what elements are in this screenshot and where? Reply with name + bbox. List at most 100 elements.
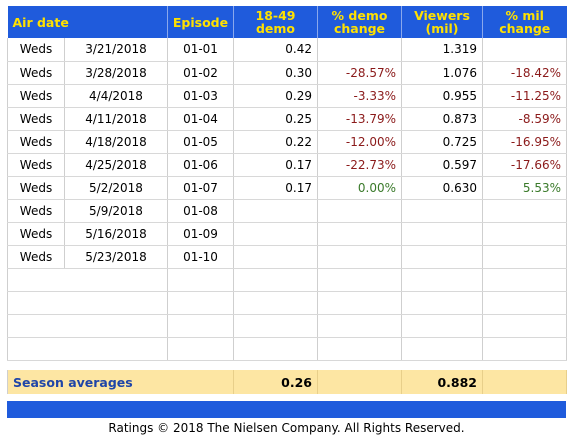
- header-demo-change: % demo change: [317, 6, 402, 38]
- empty-cell: [317, 337, 402, 361]
- cell-viewers: 0.725: [401, 130, 483, 154]
- cell-date: 4/4/2018: [64, 84, 168, 108]
- table-row: Weds 3/28/2018 01-02 0.30 -28.57% 1.076 -18.42…: [7, 61, 567, 85]
- header-episode: Episode: [167, 6, 234, 38]
- cell-demo: [233, 222, 318, 246]
- cell-demo-change: -12.00%: [317, 130, 402, 154]
- empty-row: [7, 291, 567, 315]
- empty-cell: [233, 291, 318, 315]
- empty-cell: [233, 314, 318, 338]
- cell-viewers: 0.597: [401, 153, 483, 177]
- cell-episode: 01-03: [167, 84, 234, 108]
- table-row: Weds 5/2/2018 01-07 0.17 0.00% 0.630 5.53%: [7, 176, 567, 200]
- cell-demo-change: [317, 199, 402, 223]
- cell-date: 5/16/2018: [64, 222, 168, 246]
- cell-episode: 01-01: [167, 38, 234, 62]
- cell-demo: [233, 199, 318, 223]
- cell-viewers: 0.873: [401, 107, 483, 131]
- season-averages-empty: [317, 370, 402, 394]
- cell-mil-change: 5.53%: [482, 176, 567, 200]
- empty-cell: [482, 291, 567, 315]
- cell-episode: 01-04: [167, 107, 234, 131]
- empty-cell: [482, 268, 567, 292]
- table-row: Weds 3/21/2018 01-01 0.42 1.319: [7, 38, 567, 62]
- header-mil-change: % mil change: [482, 6, 567, 38]
- cell-viewers: [401, 222, 483, 246]
- spacer-cell: [8, 360, 567, 370]
- spacer-row: [8, 360, 567, 370]
- cell-demo: 0.30: [233, 61, 318, 85]
- header-demo: 18-49 demo: [233, 6, 318, 38]
- header-viewers: Viewers (mil): [401, 6, 483, 38]
- empty-cell: [7, 314, 168, 338]
- cell-viewers: [401, 199, 483, 223]
- season-averages-demo: 0.26: [233, 370, 318, 394]
- table-body: Weds 3/21/2018 01-01 0.42 1.319 Weds 3/28/2018…: [7, 38, 567, 394]
- cell-demo: 0.22: [233, 130, 318, 154]
- season-averages-row: Season averages 0.26 0.882: [7, 370, 567, 394]
- cell-viewers: 1.076: [401, 61, 483, 85]
- ratings-table-container: Air date Episode 18-49 demo % demo chang…: [7, 6, 567, 435]
- cell-mil-change: -16.95%: [482, 130, 567, 154]
- cell-demo-change: [317, 38, 402, 62]
- cell-date: 4/25/2018: [64, 153, 168, 177]
- cell-episode: 01-05: [167, 130, 234, 154]
- cell-day: Weds: [7, 176, 65, 200]
- cell-viewers: 0.955: [401, 84, 483, 108]
- cell-viewers: [401, 245, 483, 269]
- empty-cell: [7, 291, 168, 315]
- empty-cell: [167, 314, 234, 338]
- cell-demo: [233, 245, 318, 269]
- cell-mil-change: -18.42%: [482, 61, 567, 85]
- empty-row: [7, 268, 567, 292]
- cell-day: Weds: [7, 61, 65, 85]
- empty-cell: [7, 337, 168, 361]
- cell-demo-change: [317, 222, 402, 246]
- cell-demo: 0.17: [233, 153, 318, 177]
- empty-cell: [167, 268, 234, 292]
- cell-episode: 01-02: [167, 61, 234, 85]
- cell-mil-change: [482, 38, 567, 62]
- cell-date: 3/21/2018: [64, 38, 168, 62]
- season-averages-empty: [482, 370, 567, 394]
- cell-demo-change: -28.57%: [317, 61, 402, 85]
- cell-demo: 0.17: [233, 176, 318, 200]
- empty-cell: [482, 314, 567, 338]
- empty-cell: [233, 268, 318, 292]
- cell-episode: 01-10: [167, 245, 234, 269]
- cell-episode: 01-09: [167, 222, 234, 246]
- cell-demo-change: 0.00%: [317, 176, 402, 200]
- season-averages-viewers: 0.882: [401, 370, 483, 394]
- empty-cell: [401, 291, 483, 315]
- cell-demo-change: -13.79%: [317, 107, 402, 131]
- cell-mil-change: -17.66%: [482, 153, 567, 177]
- cell-episode: 01-06: [167, 153, 234, 177]
- empty-cell: [401, 268, 483, 292]
- cell-mil-change: -11.25%: [482, 84, 567, 108]
- header-air-date: Air date: [7, 6, 168, 38]
- empty-cell: [167, 337, 234, 361]
- empty-cell: [317, 268, 402, 292]
- table-row: Weds 5/9/2018 01-08: [7, 199, 567, 223]
- cell-date: 4/11/2018: [64, 107, 168, 131]
- cell-day: Weds: [7, 84, 65, 108]
- cell-mil-change: [482, 222, 567, 246]
- table-row: Weds 4/4/2018 01-03 0.29 -3.33% 0.955 -11.25%: [7, 84, 567, 108]
- cell-demo: 0.25: [233, 107, 318, 131]
- empty-cell: [7, 268, 168, 292]
- cell-day: Weds: [7, 130, 65, 154]
- cell-day: Weds: [7, 38, 65, 62]
- copyright-footer: Ratings © 2018 The Nielsen Company. All …: [108, 421, 465, 435]
- cell-mil-change: -8.59%: [482, 107, 567, 131]
- cell-date: 3/28/2018: [64, 61, 168, 85]
- empty-cell: [317, 314, 402, 338]
- cell-demo: 0.29: [233, 84, 318, 108]
- cell-day: Weds: [7, 199, 65, 223]
- empty-cell: [317, 291, 402, 315]
- cell-demo: 0.42: [233, 38, 318, 62]
- empty-row: [7, 314, 567, 338]
- cell-mil-change: [482, 245, 567, 269]
- empty-cell: [233, 337, 318, 361]
- cell-mil-change: [482, 199, 567, 223]
- cell-date: 5/9/2018: [64, 199, 168, 223]
